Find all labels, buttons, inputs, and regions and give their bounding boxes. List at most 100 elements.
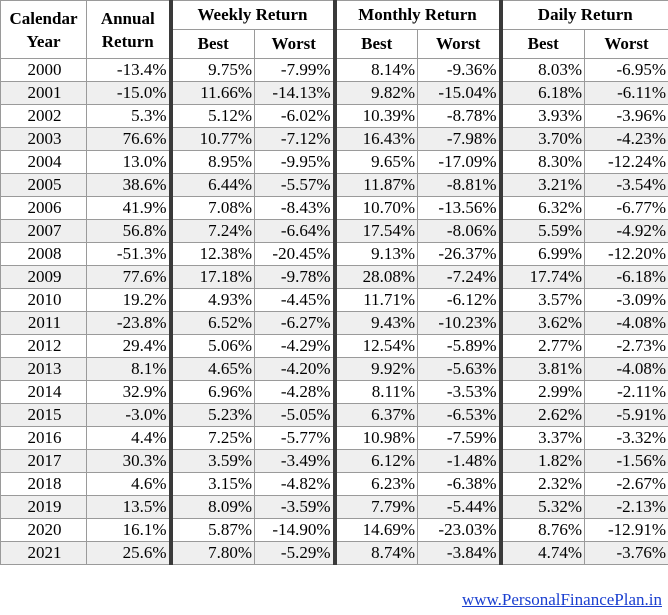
weekly-worst-cell: -20.45% — [254, 242, 335, 266]
daily-worst-cell: -12.91% — [583, 518, 668, 542]
monthly-worst-cell: -26.37% — [417, 242, 501, 266]
weekly-best-cell: 3.59% — [168, 449, 255, 473]
year-cell: 2009 — [0, 265, 87, 289]
annual-return-cell: -51.3% — [86, 242, 171, 266]
weekly-best-cell: 7.25% — [168, 426, 255, 450]
weekly-worst-cell: -6.64% — [254, 219, 335, 243]
weekly-worst-cell: -3.59% — [254, 495, 335, 519]
monthly-worst-cell: -15.04% — [417, 81, 501, 105]
calendar-year-header-line1: Calendar — [9, 8, 78, 28]
table-row: 2001 -15.0% 11.66% -14.13% 9.82% -15.04% 6.18%… — [0, 81, 668, 105]
monthly-best-cell: 6.23% — [332, 472, 418, 496]
monthly-best-cell: 10.98% — [332, 426, 418, 450]
monthly-worst-cell: -3.84% — [417, 541, 501, 565]
monthly-best-cell: 9.92% — [332, 357, 418, 381]
year-cell: 2006 — [0, 196, 87, 220]
year-cell: 2017 — [0, 449, 87, 473]
daily-worst-cell: -4.08% — [583, 357, 668, 381]
daily-best-header: Best — [498, 29, 585, 59]
monthly-best-cell: 9.65% — [332, 150, 418, 174]
monthly-best-cell: 10.70% — [332, 196, 418, 220]
table-row: 2008 -51.3% 12.38% -20.45% 9.13% -26.37% 6.99%… — [0, 242, 668, 266]
year-cell: 2007 — [0, 219, 87, 243]
annual-return-cell: 16.1% — [86, 518, 171, 542]
weekly-worst-cell: -4.29% — [254, 334, 335, 358]
weekly-best-cell: 4.65% — [168, 357, 255, 381]
daily-worst-cell: -3.96% — [583, 104, 668, 128]
year-cell: 2020 — [0, 518, 87, 542]
annual-return-cell: -3.0% — [86, 403, 171, 427]
website-link[interactable]: www.PersonalFinancePlan.in — [461, 590, 662, 609]
daily-worst-cell: -6.95% — [583, 58, 668, 82]
year-cell: 2001 — [0, 81, 87, 105]
year-cell: 2003 — [0, 127, 87, 151]
weekly-best-cell: 10.77% — [168, 127, 255, 151]
weekly-worst-cell: -7.99% — [254, 58, 335, 82]
weekly-worst-header: Worst — [254, 29, 335, 59]
daily-best-cell: 3.37% — [498, 426, 585, 450]
weekly-worst-cell: -5.05% — [254, 403, 335, 427]
annual-return-cell: -15.0% — [86, 81, 171, 105]
monthly-worst-cell: -8.81% — [417, 173, 501, 197]
table-row: 2017 30.3% 3.59% -3.49% 6.12% -1.48% 1.82% -1.5… — [0, 449, 668, 473]
annual-return-header-line2: Return — [101, 31, 154, 51]
annual-return-cell: 8.1% — [86, 357, 171, 381]
table-row: 2003 76.6% 10.77% -7.12% 16.43% -7.98% 3.70% -4… — [0, 127, 668, 151]
monthly-worst-cell: -1.48% — [417, 449, 501, 473]
monthly-best-cell: 16.43% — [332, 127, 418, 151]
daily-worst-cell: -3.32% — [583, 426, 668, 450]
table-row: 2015 -3.0% 5.23% -5.05% 6.37% -6.53% 2.62% -5.9… — [0, 403, 668, 427]
calendar-year-header: Calendar Year — [0, 0, 87, 59]
weekly-worst-cell: -5.77% — [254, 426, 335, 450]
daily-best-cell: 2.99% — [498, 380, 585, 404]
annual-return-cell: 56.8% — [86, 219, 171, 243]
weekly-worst-cell: -6.27% — [254, 311, 335, 335]
monthly-worst-cell: -9.36% — [417, 58, 501, 82]
daily-best-cell: 2.32% — [498, 472, 585, 496]
weekly-best-cell: 5.23% — [168, 403, 255, 427]
daily-best-cell: 3.81% — [498, 357, 585, 381]
table-row: 2002 5.3% 5.12% -6.02% 10.39% -8.78% 3.93% -3.9… — [0, 104, 668, 128]
table-row: 2011 -23.8% 6.52% -6.27% 9.43% -10.23% 3.62% -4… — [0, 311, 668, 335]
weekly-worst-cell: -4.82% — [254, 472, 335, 496]
monthly-worst-cell: -13.56% — [417, 196, 501, 220]
weekly-best-cell: 8.09% — [168, 495, 255, 519]
daily-best-cell: 3.62% — [498, 311, 585, 335]
weekly-worst-cell: -4.28% — [254, 380, 335, 404]
year-cell: 2011 — [0, 311, 87, 335]
daily-worst-cell: -5.91% — [583, 403, 668, 427]
daily-worst-cell: -2.67% — [583, 472, 668, 496]
weekly-worst-cell: -9.78% — [254, 265, 335, 289]
table-row: 2005 38.6% 6.44% -5.57% 11.87% -8.81% 3.21% -3.… — [0, 173, 668, 197]
weekly-best-cell: 6.44% — [168, 173, 255, 197]
annual-return-cell: 4.6% — [86, 472, 171, 496]
monthly-worst-cell: -5.63% — [417, 357, 501, 381]
annual-return-cell: 32.9% — [86, 380, 171, 404]
annual-return-header: Annual Return — [86, 0, 171, 59]
annual-return-cell: 13.0% — [86, 150, 171, 174]
year-cell: 2016 — [0, 426, 87, 450]
annual-return-cell: 4.4% — [86, 426, 171, 450]
weekly-worst-cell: -6.02% — [254, 104, 335, 128]
year-cell: 2015 — [0, 403, 87, 427]
daily-best-cell: 17.74% — [498, 265, 585, 289]
year-cell: 2012 — [0, 334, 87, 358]
weekly-worst-cell: -7.12% — [254, 127, 335, 151]
daily-worst-cell: -12.24% — [583, 150, 668, 174]
daily-best-cell: 2.77% — [498, 334, 585, 358]
monthly-worst-cell: -7.59% — [417, 426, 501, 450]
weekly-best-cell: 17.18% — [168, 265, 255, 289]
daily-worst-cell: -12.20% — [583, 242, 668, 266]
weekly-best-cell: 9.75% — [168, 58, 255, 82]
calendar-year-header-line2: Year — [26, 31, 61, 51]
table-row: 2020 16.1% 5.87% -14.90% 14.69% -23.03% 8.76% -… — [0, 518, 668, 542]
monthly-best-cell: 11.71% — [332, 288, 418, 312]
monthly-worst-cell: -17.09% — [417, 150, 501, 174]
table-row: 2016 4.4% 7.25% -5.77% 10.98% -7.59% 3.37% -3.3… — [0, 426, 668, 450]
weekly-worst-cell: -14.90% — [254, 518, 335, 542]
weekly-best-cell: 7.80% — [168, 541, 255, 565]
weekly-best-cell: 3.15% — [168, 472, 255, 496]
weekly-best-cell: 4.93% — [168, 288, 255, 312]
daily-worst-cell: -2.73% — [583, 334, 668, 358]
monthly-best-cell: 9.82% — [332, 81, 418, 105]
